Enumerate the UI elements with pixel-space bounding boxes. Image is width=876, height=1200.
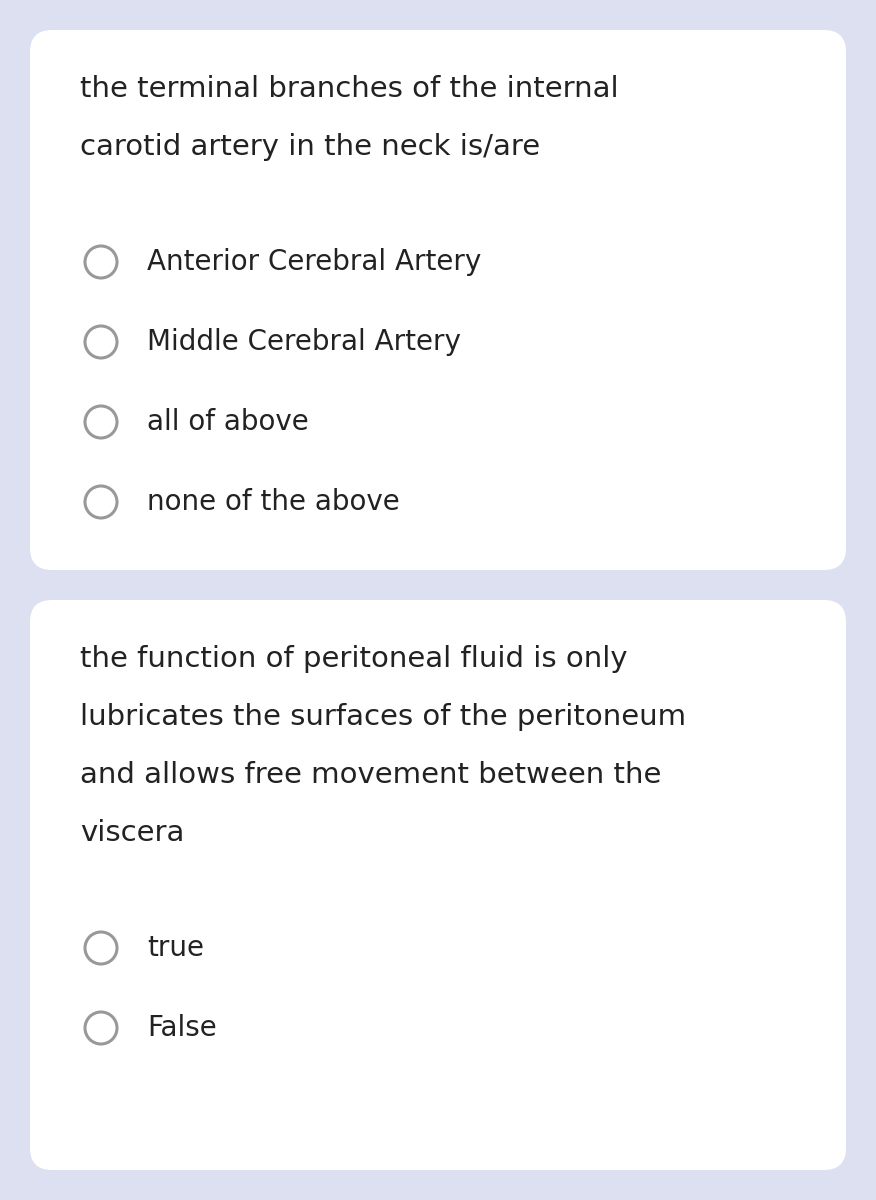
Text: Middle Cerebral Artery: Middle Cerebral Artery (147, 328, 461, 356)
Text: False: False (147, 1014, 216, 1042)
Text: none of the above: none of the above (147, 488, 399, 516)
Text: the function of peritoneal fluid is only: the function of peritoneal fluid is only (80, 646, 627, 673)
FancyBboxPatch shape (30, 600, 846, 1170)
Text: carotid artery in the neck is/are: carotid artery in the neck is/are (80, 133, 540, 161)
Text: lubricates the surfaces of the peritoneum: lubricates the surfaces of the peritoneu… (80, 703, 686, 731)
Text: and allows free movement between the: and allows free movement between the (80, 761, 661, 790)
FancyBboxPatch shape (30, 30, 846, 570)
Text: true: true (147, 934, 204, 962)
Text: all of above: all of above (147, 408, 308, 436)
Text: Anterior Cerebral Artery: Anterior Cerebral Artery (147, 248, 481, 276)
Text: viscera: viscera (80, 818, 184, 847)
Text: the terminal branches of the internal: the terminal branches of the internal (80, 74, 618, 103)
